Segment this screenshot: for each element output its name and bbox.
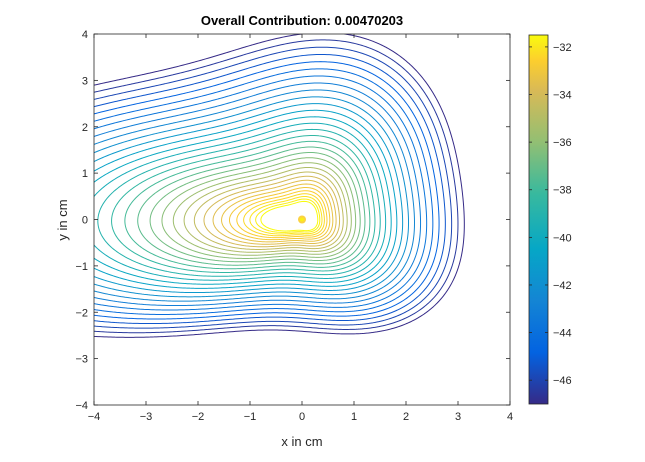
y-tick-label: −2 <box>75 307 88 319</box>
contour-line <box>111 134 376 273</box>
contour-line <box>172 162 352 256</box>
contour-line <box>221 183 334 243</box>
colorbar <box>528 34 549 405</box>
contour-line <box>97 128 381 277</box>
y-axis-ticks: −4 −3 −2 −1 0 1 2 3 4 <box>75 29 510 412</box>
y-tick-label: 4 <box>82 29 88 41</box>
contour-line <box>203 175 341 248</box>
x-tick-label: 2 <box>403 411 409 423</box>
y-tick-label: −3 <box>75 354 88 366</box>
colorbar-tick-label: −34 <box>553 90 572 102</box>
contour-line <box>94 89 415 302</box>
y-axis-label: y in cm <box>55 199 70 240</box>
y-tick-label: 0 <box>82 215 88 227</box>
contour-line <box>137 146 366 266</box>
colorbar-tick-label: −46 <box>553 375 572 387</box>
contour-line <box>94 68 434 315</box>
contour-line <box>94 82 422 307</box>
contour-line <box>260 200 319 232</box>
y-tick-label: −1 <box>75 261 88 273</box>
contour-line <box>94 103 404 294</box>
contour-line <box>94 39 459 334</box>
colorbar-tick-label: −38 <box>553 185 572 197</box>
contour-line <box>236 190 328 239</box>
x-tick-label: −1 <box>244 411 257 423</box>
contour-line <box>94 75 428 311</box>
contour-lines <box>94 34 465 338</box>
contour-line <box>124 140 371 270</box>
contour-line <box>149 151 361 263</box>
source-point <box>298 215 306 224</box>
x-tick-label: 3 <box>455 411 461 423</box>
contour-line <box>161 157 357 259</box>
x-tick-label: −4 <box>88 411 101 423</box>
contour-line <box>94 122 387 281</box>
x-tick-label: 0 <box>299 411 305 423</box>
contour-line <box>183 166 348 253</box>
contour-line <box>255 198 321 233</box>
y-tick-label: 1 <box>82 168 88 180</box>
colorbar-tick-label: −42 <box>553 280 572 292</box>
colorbar-tick-label: −44 <box>553 328 572 340</box>
colorbar-tick-label: −32 <box>553 42 572 54</box>
contour-line <box>212 179 337 245</box>
colorbar-tick-label: −40 <box>553 232 572 244</box>
x-tick-label: −2 <box>192 411 205 423</box>
colorbar-tick-label: −36 <box>553 137 572 149</box>
contour-line <box>94 109 398 289</box>
colorbar-ticks: −46 −44 −42 −40 −38 −36 −34 −32 <box>529 42 572 387</box>
contour-line <box>94 96 410 298</box>
x-tick-label: 1 <box>351 411 357 423</box>
contour-line <box>243 193 325 237</box>
y-tick-label: −4 <box>75 400 88 412</box>
contour-line <box>193 171 344 250</box>
contour-line <box>94 46 453 329</box>
contour-line <box>94 116 392 285</box>
x-axis-label: x in cm <box>281 434 322 449</box>
x-axis-ticks: −4 −3 −2 −1 0 1 2 3 4 <box>88 34 513 423</box>
y-tick-label: 2 <box>82 122 88 134</box>
x-tick-label: −3 <box>140 411 153 423</box>
chart-title: Overall Contribution: 0.00470203 <box>201 13 403 28</box>
contour-line <box>94 61 440 320</box>
y-tick-label: 3 <box>82 75 88 87</box>
contour-line <box>228 186 331 241</box>
contour-line <box>249 196 323 235</box>
x-tick-label: 4 <box>507 411 513 423</box>
source-marker-core <box>300 217 304 222</box>
contour-line <box>94 53 446 325</box>
contour-line <box>94 34 465 338</box>
